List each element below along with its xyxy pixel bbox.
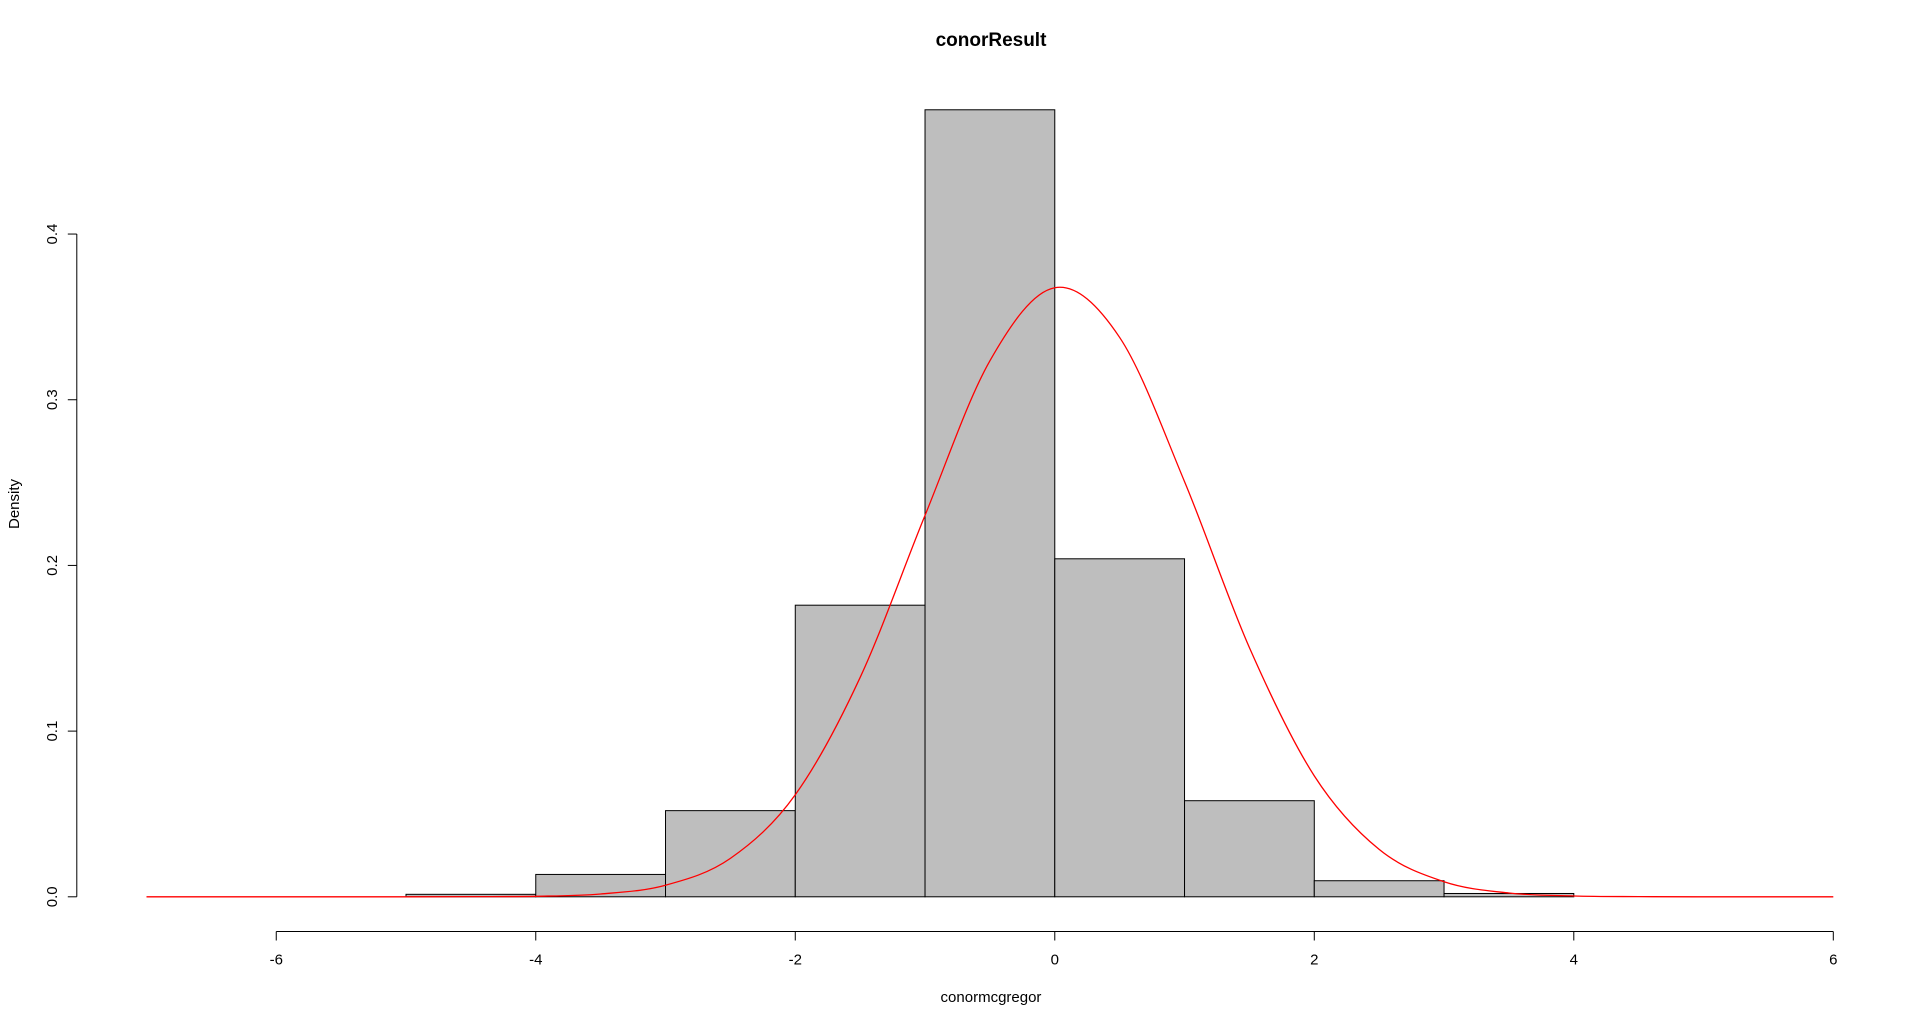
histogram-bar	[1184, 800, 1315, 898]
x-tick-label: 0	[1051, 951, 1059, 968]
x-axis-label: conormcgregor	[941, 989, 1042, 1006]
x-tick-label: -6	[270, 951, 283, 968]
histogram-bar	[665, 810, 796, 898]
x-tick-label: 6	[1829, 951, 1837, 968]
x-tick-label: -4	[529, 951, 542, 968]
y-tick-label: 0.3	[44, 389, 61, 410]
x-tick-label: 4	[1570, 951, 1578, 968]
histogram-bar	[1054, 558, 1186, 898]
y-tick-label: 0.2	[44, 555, 61, 576]
histogram-bar	[794, 604, 926, 898]
y-axis-label: Density	[6, 478, 23, 529]
y-tick-label: 0.0	[44, 886, 61, 907]
chart-title: conorResult	[936, 30, 1048, 51]
histogram-bar	[924, 109, 1056, 898]
x-tick-label: -2	[789, 951, 802, 968]
y-tick-label: 0.4	[44, 224, 61, 245]
y-tick-label: 0.1	[44, 721, 61, 742]
histogram-bar	[1313, 880, 1445, 898]
density-curve	[146, 286, 1834, 898]
x-tick-label: 2	[1310, 951, 1318, 968]
